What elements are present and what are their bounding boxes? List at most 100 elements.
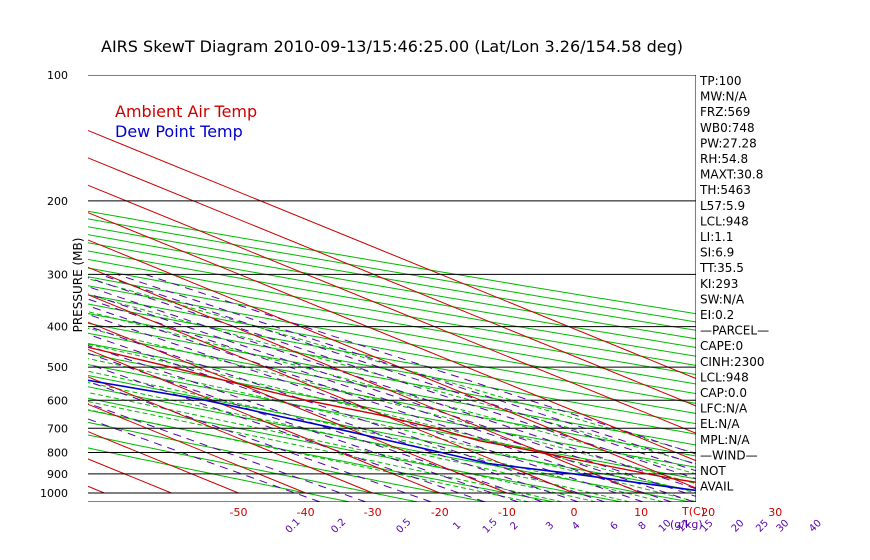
isotherm-line — [88, 184, 696, 434]
index-item: FRZ:569 — [700, 105, 750, 119]
mixing-unit-label: (g/kg) — [670, 518, 703, 531]
mixing-ratio-axis: 0.1 0.2 0.5 1 1.5 2 3 4 6 8 10 12 15 20 25 30 40 — [284, 517, 824, 536]
dry-adiabat-line — [88, 226, 696, 331]
isotherm-line — [88, 266, 642, 494]
dry-adiabat-line — [88, 285, 696, 395]
dry-adiabat-line — [88, 353, 696, 468]
dry-adiabat-line — [88, 434, 418, 502]
mixing-ratio-line — [88, 352, 519, 502]
dew-point-line — [88, 379, 696, 492]
mixing-ratio-tick-label: 8 — [637, 520, 649, 532]
isotherm-line — [88, 157, 696, 407]
isobars — [88, 75, 696, 502]
dry-adiabat-line — [88, 342, 696, 457]
mixing-ratio-tick-label: 1 — [451, 520, 463, 532]
index-item: LCL:948 — [700, 370, 749, 384]
moist-adiabat-line — [88, 391, 596, 502]
bottom-temp-tick-label: -20 — [431, 506, 449, 519]
index-item: RH:54.8 — [700, 152, 748, 166]
mixing-ratio-tick-label: 0.5 — [394, 517, 413, 536]
dry-adiabat-line — [88, 218, 696, 323]
isotherms — [0, 75, 696, 494]
bottom-temp-tick-label: -50 — [230, 506, 248, 519]
isotherm-line — [88, 239, 696, 489]
bottom-temp-tick-label: 10 — [634, 506, 648, 519]
mixing-ratio-tick-label: 4 — [570, 520, 582, 532]
profiles — [88, 346, 696, 492]
mixing-ratio-tick-label: 40 — [807, 518, 824, 535]
pressure-tick-label: 600 — [47, 394, 68, 407]
mixing-ratio-tick-label: 2 — [508, 520, 520, 532]
isotherm-line — [0, 75, 37, 493]
moist-adiabat-line — [88, 358, 696, 502]
index-item: TT:35.5 — [699, 261, 744, 275]
index-item: SI:6.9 — [700, 246, 734, 260]
y-axis-label: PRESSURE (MB) — [71, 238, 85, 333]
mixing-ratio-line — [88, 363, 485, 502]
dry-adiabat-line — [88, 397, 622, 502]
dry-adiabat-line — [88, 234, 696, 340]
moist-adiabat-line — [88, 382, 630, 502]
mixing-ratio-tick-label: 30 — [775, 518, 792, 535]
moist-adiabats — [88, 278, 696, 502]
isotherm-line — [88, 321, 508, 494]
pressure-tick-label: 900 — [47, 468, 68, 481]
bottom-temp-tick-label: 20 — [701, 506, 715, 519]
mixing-ratio-line — [88, 292, 696, 497]
mixing-ratio-line — [88, 298, 694, 502]
mixing-ratio-line — [88, 313, 644, 502]
pressure-axis: 100 200 300 400 500 600 700 800 900 1000 — [40, 69, 68, 500]
t-unit-label: T(C) — [681, 505, 705, 518]
index-item: CAP:0.0 — [700, 386, 747, 400]
mixing-ratio-line — [99, 273, 696, 472]
index-item: LI:1.1 — [700, 230, 733, 244]
moist-adiabat-line — [88, 401, 563, 502]
mixing-ratio-line — [88, 418, 320, 502]
index-item: EI:0.2 — [700, 308, 734, 322]
mixing-ratio-tick-label: 25 — [754, 518, 771, 535]
dry-adiabat-line — [88, 303, 696, 414]
mixing-ratio-line — [88, 286, 696, 490]
isotherm-line — [88, 129, 696, 380]
index-item: LCL:948 — [700, 214, 749, 228]
dry-adiabat-line — [88, 210, 696, 315]
index-item: WB0:748 — [700, 121, 755, 135]
moist-adiabat-line — [88, 278, 696, 454]
dry-adiabat-line — [88, 364, 696, 480]
dry-adiabat-line — [88, 374, 696, 492]
dry-adiabat-line — [88, 313, 696, 425]
index-item: CINH:2300 — [700, 355, 765, 369]
mixing-ratio-line — [88, 380, 432, 502]
index-item: AVAIL — [700, 480, 734, 494]
bottom-temp-tick-label: 0 — [571, 506, 578, 519]
mixing-ratio-lines — [88, 273, 696, 502]
mixing-ratio-tick-label: 20 — [730, 518, 747, 535]
index-item: TP:100 — [699, 74, 742, 88]
bottom-temp-tick-label: 30 — [768, 506, 782, 519]
moist-adiabat-line — [88, 409, 529, 502]
index-item: MPL:N/A — [700, 433, 750, 447]
index-item: CAPE:0 — [700, 339, 743, 353]
bottom-temp-tick-label: -30 — [364, 506, 382, 519]
moist-adiabat-line — [88, 370, 663, 502]
legend-ambient-air-temp: Ambient Air Temp — [115, 102, 257, 121]
index-item: EL:N/A — [700, 417, 740, 431]
index-item: LFC:N/A — [700, 402, 748, 416]
index-item: MAXT:30.8 — [700, 168, 763, 182]
mixing-ratio-line — [88, 345, 543, 502]
mixing-ratio-line — [88, 333, 579, 502]
index-item: L57:5.9 — [700, 199, 745, 213]
dry-adiabat-line — [88, 294, 696, 404]
isotherm-line — [88, 348, 440, 494]
pressure-tick-label: 800 — [47, 446, 68, 459]
pressure-tick-label: 400 — [47, 321, 68, 334]
index-item: TH:5463 — [699, 183, 751, 197]
mixing-ratio-tick-label: 0.2 — [329, 517, 348, 536]
index-item: SW:N/A — [700, 292, 745, 306]
mixing-ratio-tick-label: 3 — [544, 520, 556, 532]
legend-dew-point-temp: Dew Point Temp — [115, 122, 243, 141]
dry-adiabat-line — [88, 242, 696, 348]
chart-title: AIRS SkewT Diagram 2010-09-13/15:46:25.0… — [101, 37, 683, 56]
